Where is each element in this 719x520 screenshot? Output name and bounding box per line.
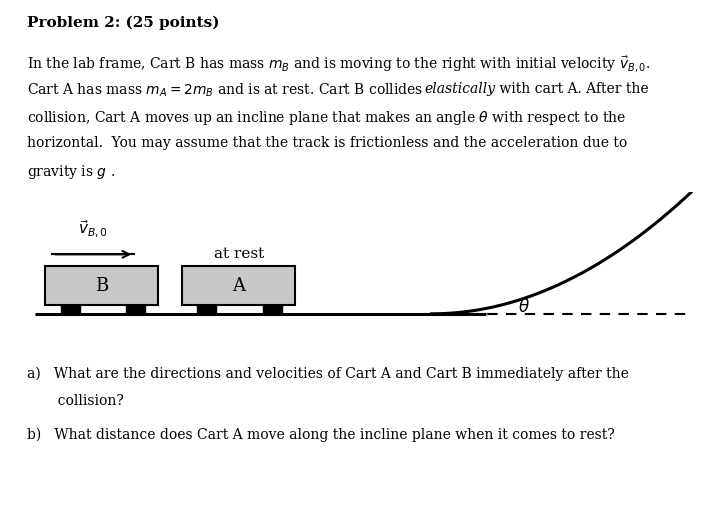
Text: elastically: elastically	[424, 82, 495, 96]
Bar	[126, 305, 145, 314]
Text: horizontal.  You may assume that the track is frictionless and the acceleration : horizontal. You may assume that the trac…	[27, 136, 628, 150]
Text: at rest: at rest	[214, 248, 264, 262]
Bar	[60, 305, 80, 314]
Text: B: B	[95, 277, 109, 294]
Bar	[197, 305, 216, 314]
Bar	[182, 266, 295, 305]
Text: b)   What distance does Cart A move along the incline plane when it comes to res: b) What distance does Cart A move along …	[27, 428, 615, 443]
Text: a)   What are the directions and velocities of Cart A and Cart B immediately aft: a) What are the directions and velocitie…	[27, 367, 629, 381]
Text: Problem 2: (25 points): Problem 2: (25 points)	[27, 16, 220, 30]
Text: gravity is $g$ .: gravity is $g$ .	[27, 163, 115, 181]
Bar	[262, 305, 282, 314]
Text: $\vec{v}_{B,0}$: $\vec{v}_{B,0}$	[78, 219, 109, 240]
Text: collision?: collision?	[27, 394, 124, 408]
Text: A: A	[232, 277, 245, 294]
Bar	[45, 266, 158, 305]
Text: collision, Cart A moves up an incline plane that makes an angle $\theta$ with re: collision, Cart A moves up an incline pl…	[27, 109, 626, 127]
Text: Cart A has mass $m_A = 2m_B$ and is at rest. Cart B collides: Cart A has mass $m_A = 2m_B$ and is at r…	[27, 82, 424, 99]
Text: with cart A. After the: with cart A. After the	[495, 82, 649, 96]
Text: $\theta$: $\theta$	[518, 298, 529, 316]
Text: In the lab frame, Cart B has mass $m_B$ and is moving to the right with initial : In the lab frame, Cart B has mass $m_B$ …	[27, 55, 651, 74]
